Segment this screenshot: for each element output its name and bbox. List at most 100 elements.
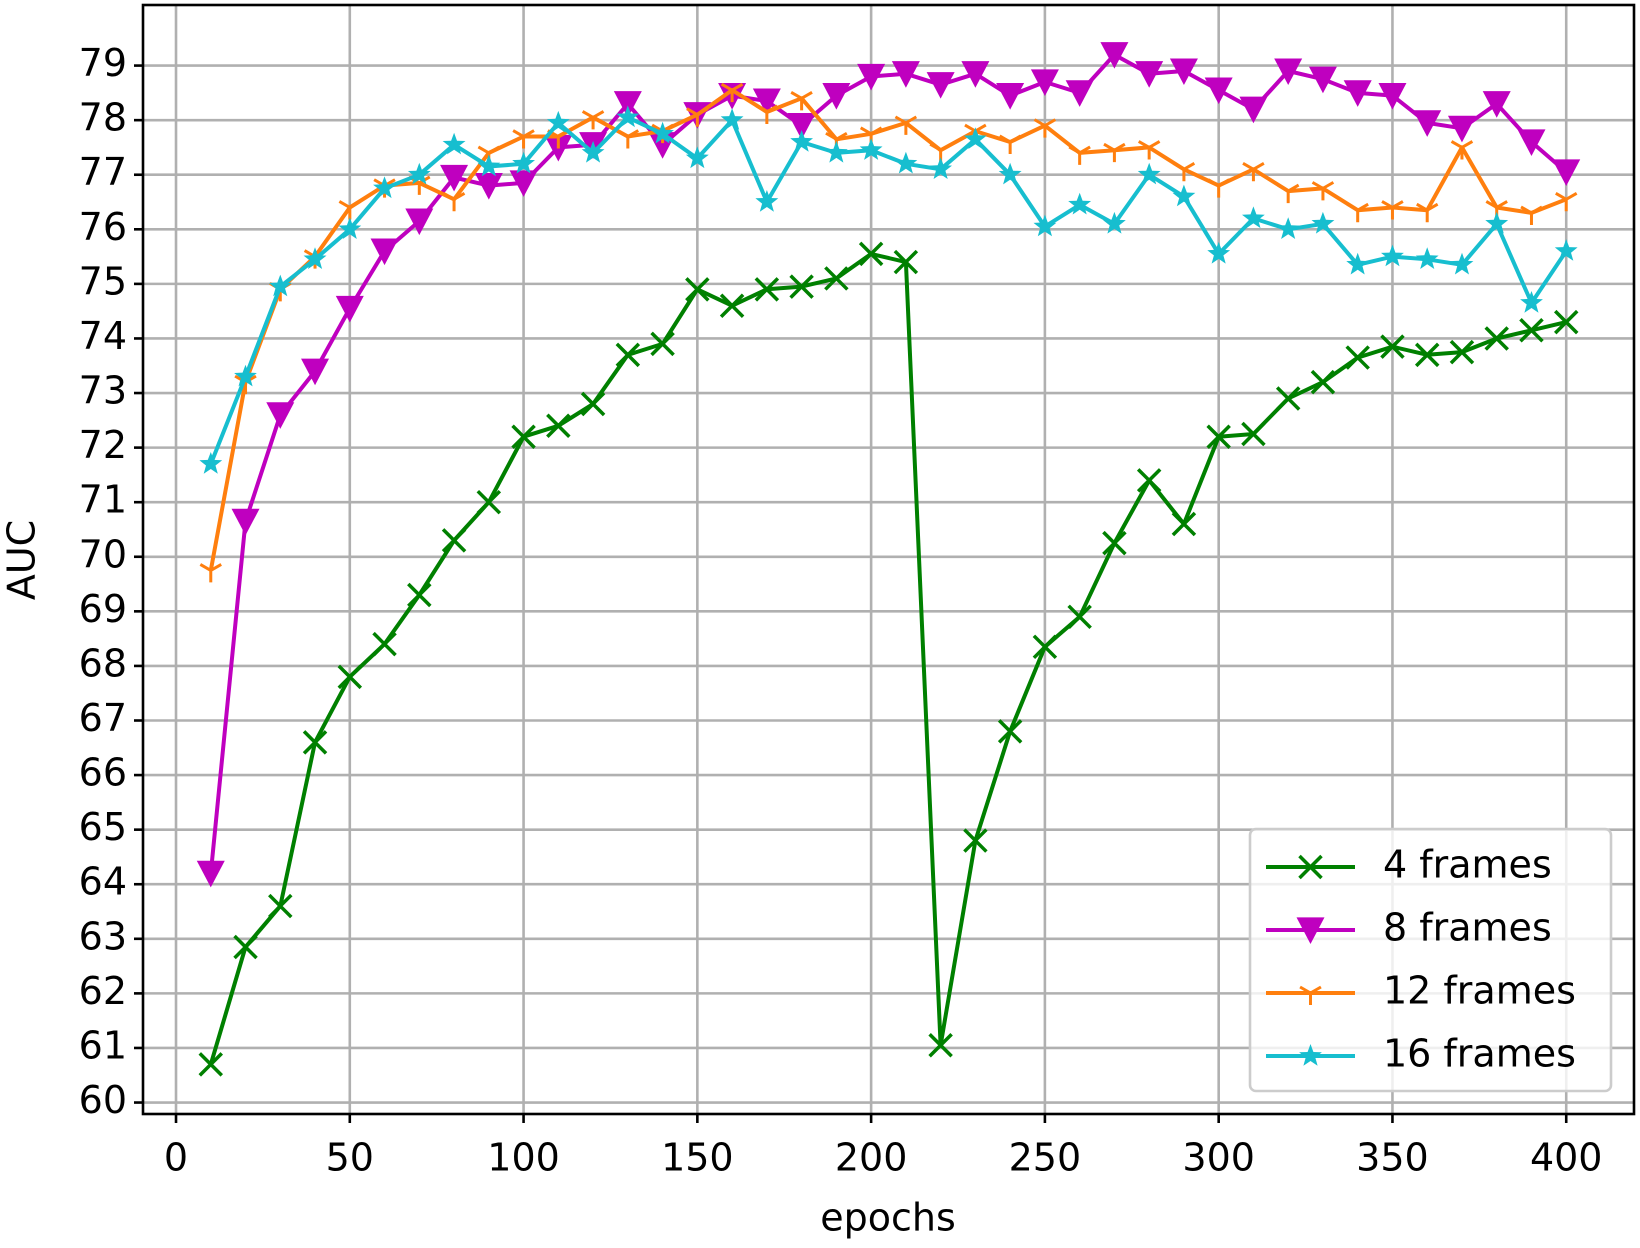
marker — [1137, 140, 1161, 160]
marker — [1033, 118, 1057, 138]
marker — [442, 132, 466, 155]
marker — [546, 110, 570, 133]
marker — [407, 582, 432, 608]
legend-label: 16 frames — [1383, 1032, 1576, 1076]
y-tick-label: 60 — [79, 1078, 127, 1122]
marker — [1068, 192, 1092, 215]
marker — [1416, 202, 1439, 223]
marker — [1276, 217, 1300, 239]
marker — [720, 82, 744, 103]
marker — [1447, 115, 1476, 143]
y-axis-label: AUC — [0, 520, 44, 600]
series-line — [208, 251, 1567, 1065]
marker — [894, 151, 918, 174]
y-tick-label: 61 — [79, 1023, 127, 1067]
marker — [1517, 129, 1546, 156]
marker — [1554, 239, 1578, 261]
y-tick-label: 75 — [79, 259, 127, 303]
marker — [1482, 91, 1511, 118]
legend-label: 8 frames — [1383, 906, 1552, 950]
marker — [822, 82, 851, 110]
marker — [1172, 184, 1196, 207]
legend-marker — [1299, 1044, 1322, 1066]
marker — [1204, 77, 1233, 105]
marker — [752, 88, 781, 116]
legend-label: 4 frames — [1383, 843, 1552, 887]
marker — [1135, 61, 1164, 88]
y-tick-label: 77 — [79, 150, 127, 194]
y-tick-label: 72 — [79, 423, 127, 467]
marker — [719, 293, 745, 318]
marker — [1346, 252, 1370, 275]
marker — [789, 274, 814, 299]
marker — [1172, 161, 1196, 182]
y-tick-label: 69 — [79, 587, 127, 631]
marker — [1380, 334, 1405, 359]
marker — [373, 176, 396, 199]
plot-frame — [141, 3, 1636, 1116]
marker — [1346, 202, 1369, 223]
marker — [998, 134, 1022, 154]
y-tick-label: 63 — [79, 914, 127, 958]
marker — [1520, 291, 1543, 313]
marker — [963, 828, 988, 853]
marker — [266, 402, 295, 429]
marker — [1067, 604, 1092, 630]
marker — [581, 140, 605, 163]
marker — [268, 274, 292, 297]
marker — [335, 295, 364, 323]
marker — [233, 934, 258, 960]
marker — [1310, 369, 1336, 395]
marker — [686, 107, 709, 127]
legend-label: 12 frames — [1383, 969, 1576, 1013]
marker — [893, 249, 919, 275]
marker — [1275, 386, 1301, 411]
marker — [685, 277, 710, 302]
marker — [1274, 58, 1303, 86]
marker — [997, 719, 1023, 744]
marker — [613, 91, 642, 118]
marker — [1381, 244, 1404, 267]
marker — [1068, 145, 1091, 165]
legend-marker — [1298, 854, 1323, 880]
marker — [405, 208, 434, 236]
marker — [1519, 318, 1544, 343]
marker — [790, 130, 813, 152]
marker — [998, 162, 1022, 185]
marker — [1450, 252, 1474, 275]
marker — [1277, 183, 1300, 204]
marker — [199, 563, 222, 583]
marker — [1415, 247, 1439, 269]
x-tick-label: 200 — [835, 1136, 908, 1180]
y-tick-label: 62 — [79, 969, 127, 1013]
y-tick-label: 67 — [79, 696, 127, 740]
marker — [268, 893, 293, 919]
series-line — [208, 88, 1567, 571]
marker — [685, 146, 709, 169]
marker — [825, 140, 848, 163]
marker — [1171, 511, 1197, 537]
marker — [616, 105, 640, 128]
marker — [859, 138, 883, 160]
marker — [1552, 159, 1581, 187]
marker — [1137, 162, 1161, 185]
legend-box — [1248, 827, 1613, 1093]
marker — [1065, 80, 1094, 107]
marker — [370, 238, 399, 266]
marker — [1242, 161, 1265, 182]
marker — [720, 108, 744, 130]
marker — [964, 127, 987, 149]
marker — [996, 82, 1025, 110]
x-tick-label: 0 — [164, 1136, 188, 1180]
y-tick-label: 74 — [79, 314, 127, 358]
marker — [1242, 206, 1265, 229]
marker — [858, 241, 884, 267]
marker — [509, 170, 538, 197]
marker — [616, 129, 640, 149]
y-tick-label: 65 — [79, 805, 127, 849]
marker — [928, 1032, 953, 1058]
y-tick-label: 66 — [79, 751, 127, 795]
marker — [234, 364, 257, 387]
marker — [1207, 178, 1230, 198]
marker — [651, 121, 674, 144]
